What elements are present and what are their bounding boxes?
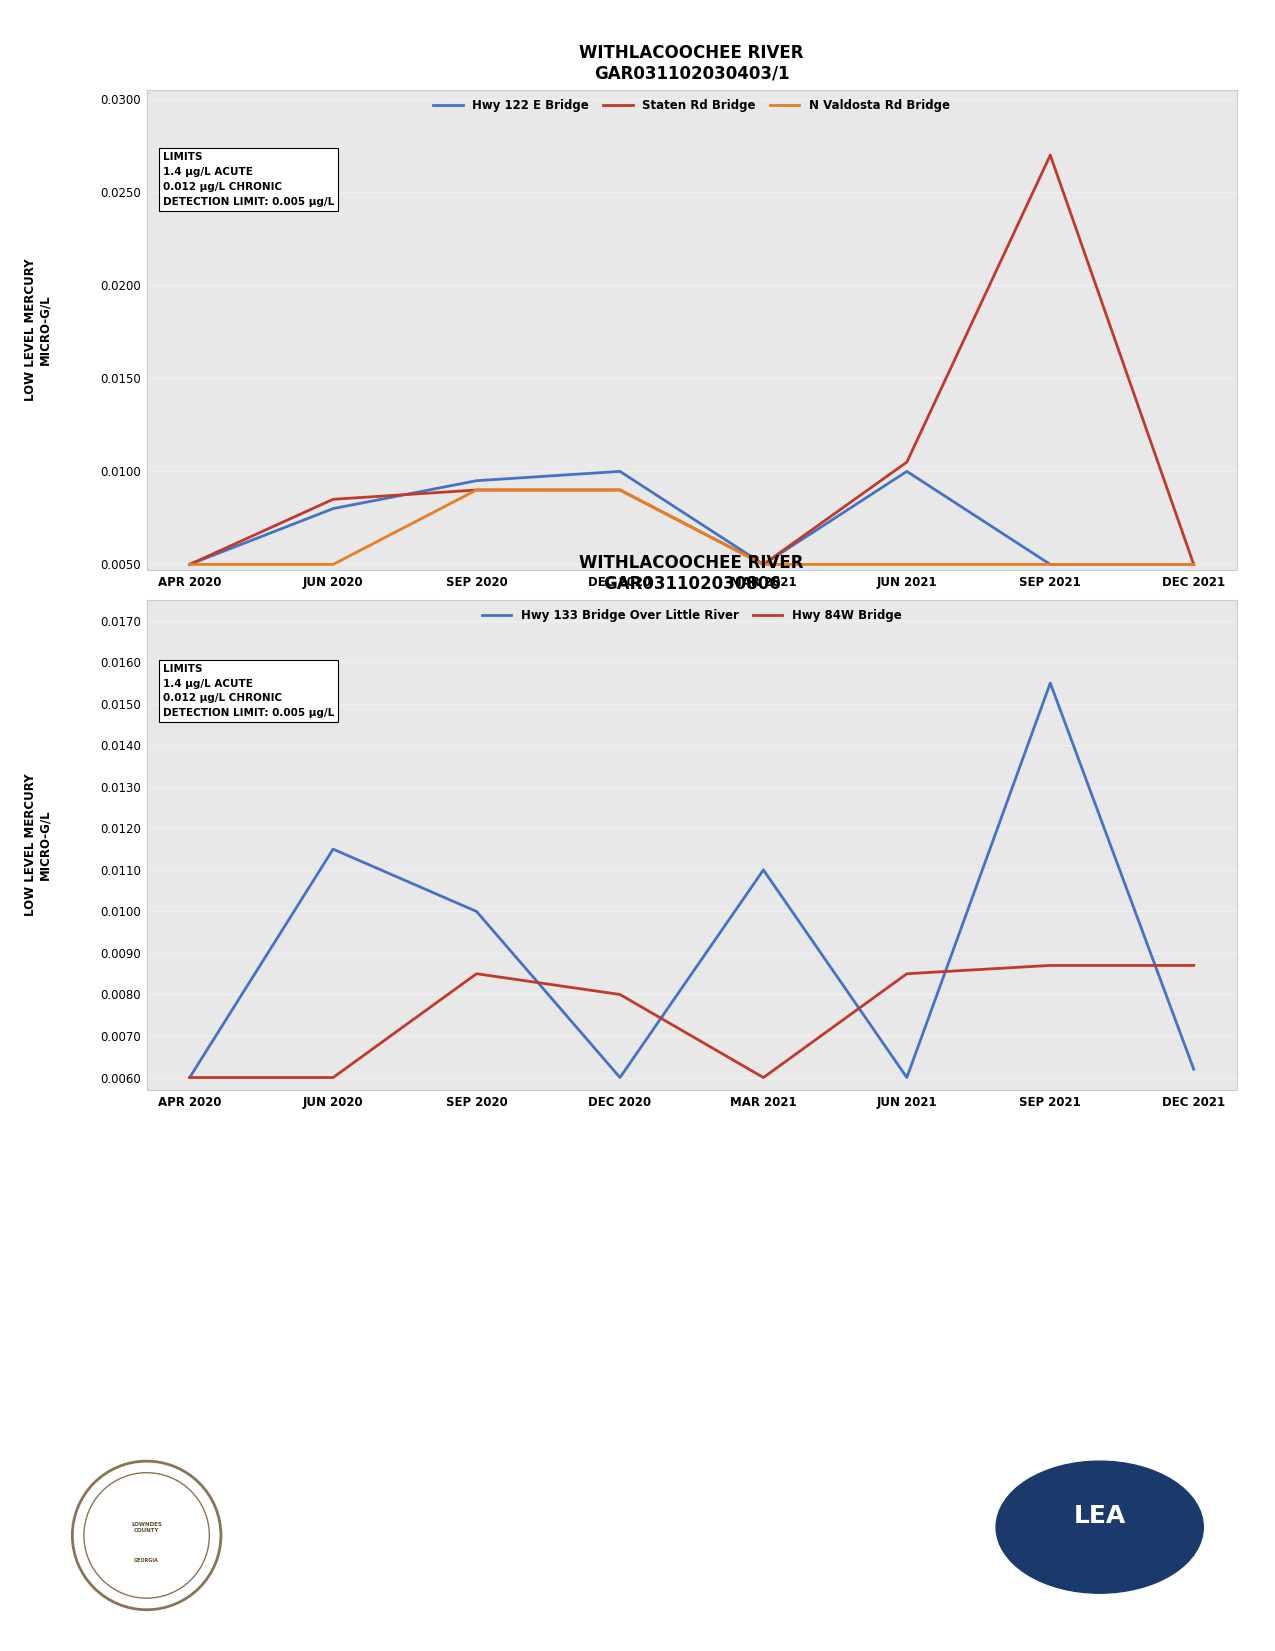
Title: WITHLACOOCHEE RIVER
GAR031102030403/1: WITHLACOOCHEE RIVER GAR031102030403/1: [579, 45, 805, 83]
Legend: Hwy 122 E Bridge, Staten Rd Bridge, N Valdosta Rd Bridge: Hwy 122 E Bridge, Staten Rd Bridge, N Va…: [430, 96, 954, 116]
Y-axis label: LOW LEVEL MERCURY
MICRO-G/L: LOW LEVEL MERCURY MICRO-G/L: [24, 259, 52, 401]
Y-axis label: LOW LEVEL MERCURY
MICRO-G/L: LOW LEVEL MERCURY MICRO-G/L: [24, 774, 52, 916]
Text: CIVIL • AGRICULTURAL • ENVIRONMENTAL: CIVIL • AGRICULTURAL • ENVIRONMENTAL: [1042, 1573, 1158, 1580]
Legend: Hwy 133 Bridge Over Little River, Hwy 84W Bridge: Hwy 133 Bridge Over Little River, Hwy 84…: [478, 606, 905, 626]
Text: LEA: LEA: [1074, 1504, 1126, 1527]
Title: WITHLACOOCHEE RIVER
GAR031102030806: WITHLACOOCHEE RIVER GAR031102030806: [579, 555, 805, 593]
Text: LIMITS
1.4 μg/L ACUTE
0.012 μg/L CHRONIC
DETECTION LIMIT: 0.005 μg/L: LIMITS 1.4 μg/L ACUTE 0.012 μg/L CHRONIC…: [163, 152, 334, 206]
Ellipse shape: [996, 1461, 1204, 1593]
Text: LIMITS
1.4 μg/L ACUTE
0.012 μg/L CHRONIC
DETECTION LIMIT: 0.005 μg/L: LIMITS 1.4 μg/L ACUTE 0.012 μg/L CHRONIC…: [163, 664, 334, 718]
Text: GEORGIA: GEORGIA: [134, 1557, 159, 1563]
Text: LOWNDES
COUNTY: LOWNDES COUNTY: [131, 1522, 162, 1532]
